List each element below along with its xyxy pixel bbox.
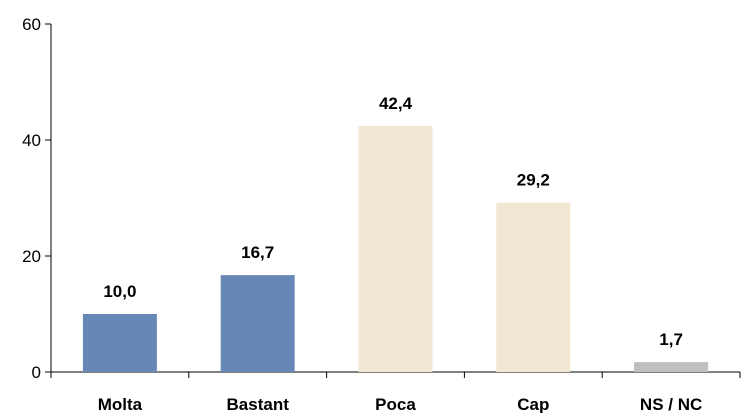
bar-molta (82, 314, 157, 372)
bars (82, 126, 709, 372)
data-label: 10,0 (103, 282, 136, 301)
data-label: 1,7 (659, 330, 683, 349)
data-labels: 10,0 16,7 42,4 29,2 1,7 (103, 94, 683, 349)
data-label: 42,4 (379, 94, 413, 113)
y-tick-label: 20 (22, 247, 41, 266)
y-tick-label: 60 (22, 15, 41, 34)
category-label: Poca (375, 395, 416, 413)
category-label: Molta (98, 395, 143, 413)
data-label: 16,7 (241, 243, 274, 262)
x-axis (50, 371, 741, 378)
data-label: 29,2 (517, 171, 550, 190)
bar-ns-nc (634, 362, 709, 372)
category-label: Bastant (227, 395, 290, 413)
y-tick-label: 0 (32, 363, 41, 382)
category-label: Cap (517, 395, 549, 413)
bar-bastant (220, 275, 295, 372)
bar-cap (496, 202, 571, 372)
y-tick-label: 40 (22, 131, 41, 150)
bar-poca (358, 126, 433, 372)
category-label: NS / NC (640, 395, 702, 413)
y-axis: 0 20 40 60 (22, 15, 52, 382)
category-labels: Molta Bastant Poca Cap NS / NC (98, 395, 703, 413)
